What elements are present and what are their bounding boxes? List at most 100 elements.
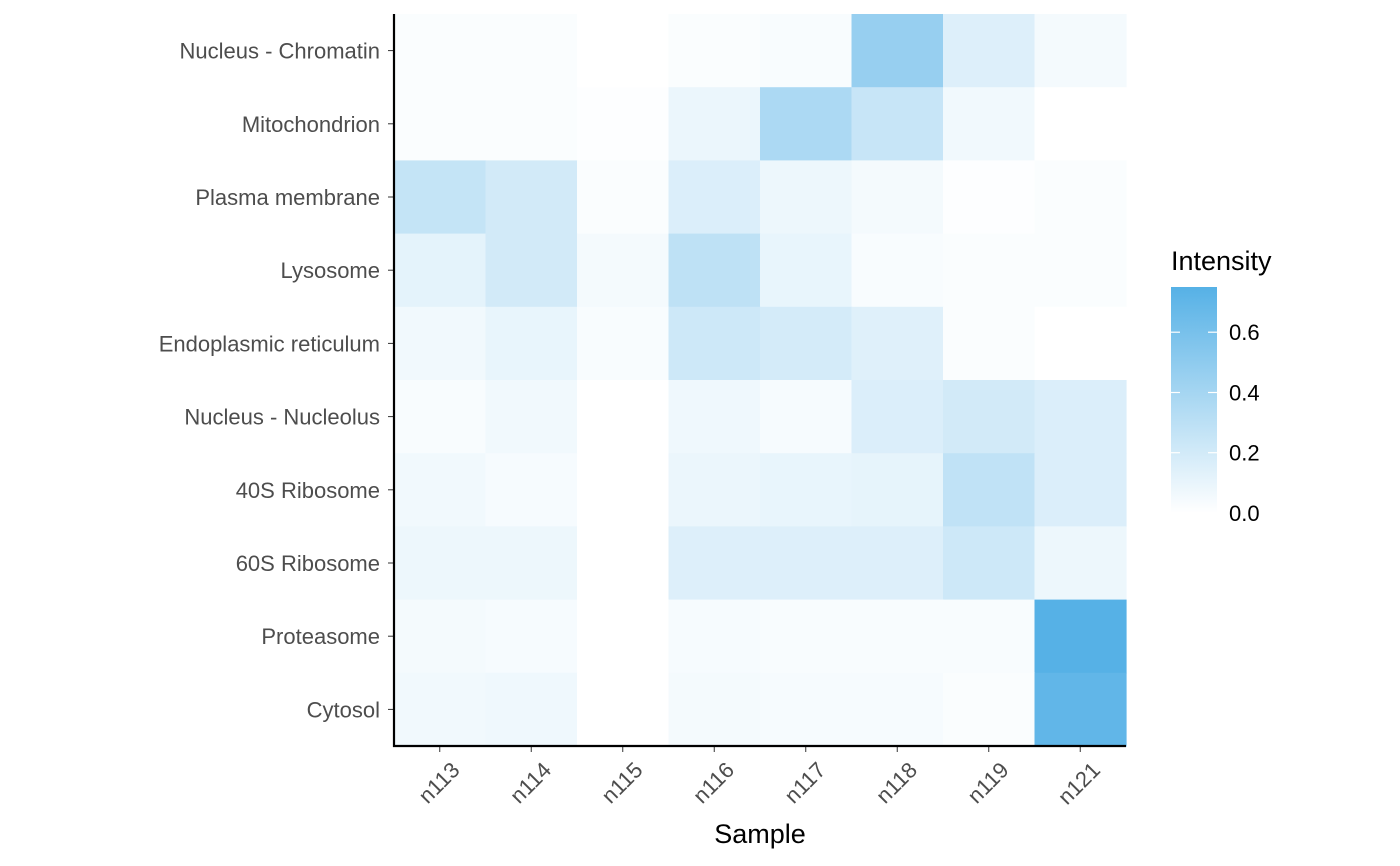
- y-tick-label: Nucleus - Nucleolus: [184, 405, 380, 430]
- heatmap-cell: [851, 599, 944, 674]
- y-tick-label: Mitochondrion: [242, 112, 380, 137]
- heatmap-cell: [943, 672, 1036, 747]
- heatmap-cell: [394, 233, 487, 308]
- heatmap-cell: [394, 526, 487, 601]
- heatmap-cell: [760, 599, 853, 674]
- y-tick-label: 60S Ribosome: [236, 551, 380, 576]
- heatmap-cell: [851, 306, 944, 381]
- heatmap-cell: [668, 87, 761, 161]
- heatmap-cell: [760, 453, 853, 527]
- color-legend: Intensity 0.0 0.2 0.4 0.6: [1171, 246, 1272, 526]
- heatmap-cell: [943, 87, 1036, 161]
- heatmap-cell: [1034, 453, 1127, 527]
- heatmap-cell: [1034, 87, 1127, 161]
- heatmap-cell: [485, 87, 578, 161]
- heatmap-cell: [760, 672, 853, 747]
- heatmap-cell: [668, 599, 761, 674]
- heatmap-cell: [943, 453, 1036, 527]
- heatmap-cell: [668, 453, 761, 527]
- x-tick-label: n116: [688, 757, 739, 808]
- heatmap-cell: [485, 14, 578, 88]
- heatmap-cell: [577, 160, 670, 235]
- heatmap-cell: [577, 233, 670, 308]
- heatmap-cell: [943, 306, 1036, 381]
- heatmap-cell: [485, 672, 578, 747]
- heatmap-cell: [394, 672, 487, 747]
- x-axis-tick-labels: n113 n114 n115 n116 n117 n118 n119 n121: [413, 746, 1105, 809]
- heatmap-cell: [394, 14, 487, 88]
- heatmap-cell: [577, 87, 670, 161]
- legend-tick-label: 0.2: [1229, 441, 1260, 466]
- heatmap-cell: [485, 160, 578, 235]
- heatmap-cell: [394, 599, 487, 674]
- y-tick-label: Nucleus - Chromatin: [179, 39, 380, 64]
- heatmap-cell: [485, 599, 578, 674]
- heatmap-cell: [760, 306, 853, 381]
- heatmap-cell: [1034, 14, 1127, 88]
- y-tick-label: Endoplasmic reticulum: [159, 331, 380, 356]
- heatmap-cell: [851, 160, 944, 235]
- y-tick-label: 40S Ribosome: [236, 478, 380, 503]
- heatmap-cell: [485, 380, 578, 454]
- y-tick-label: Cytosol: [307, 697, 380, 722]
- heatmap-cell: [851, 453, 944, 527]
- heatmap-cell: [394, 306, 487, 381]
- legend-title: Intensity: [1171, 246, 1272, 276]
- heatmap-cell: [577, 306, 670, 381]
- heatmap-cell: [394, 160, 487, 235]
- legend-tick-label: 0.4: [1229, 381, 1260, 406]
- x-tick-label: n115: [596, 757, 647, 808]
- heatmap-cell: [851, 87, 944, 161]
- heatmap-cell: [394, 380, 487, 454]
- heatmap-cell: [485, 453, 578, 527]
- heatmap-cell: [943, 380, 1036, 454]
- heatmap-cell: [851, 380, 944, 454]
- heatmap-cell: [394, 87, 487, 161]
- heatmap-cell: [760, 87, 853, 161]
- heatmap-cell: [1034, 672, 1127, 747]
- heatmap-cell: [1034, 599, 1127, 674]
- heatmap-cell: [1034, 306, 1127, 381]
- heatmap-cell: [760, 233, 853, 308]
- legend-tick-label: 0.6: [1229, 320, 1260, 345]
- heatmap-cell: [851, 233, 944, 308]
- heatmap-cell: [851, 14, 944, 88]
- heatmap-cell: [668, 672, 761, 747]
- legend-tick-label: 0.0: [1229, 501, 1260, 526]
- heatmap-cell: [760, 380, 853, 454]
- heatmap-cell: [577, 14, 670, 88]
- heatmap-cell: [577, 453, 670, 527]
- y-tick-label: Proteasome: [261, 624, 380, 649]
- heatmap-cell: [1034, 233, 1127, 308]
- heatmap-cell: [668, 14, 761, 88]
- x-tick-label: n119: [962, 757, 1013, 808]
- heatmap-cell: [668, 233, 761, 308]
- legend-colorbar: [1171, 287, 1217, 513]
- y-tick-label: Plasma membrane: [195, 185, 380, 210]
- y-axis-tick-labels: Nucleus - Chromatin Mitochondrion Plasma m…: [159, 39, 394, 722]
- heatmap-cell: [485, 233, 578, 308]
- heatmap-cell: [668, 160, 761, 235]
- heatmap-cell: [943, 14, 1036, 88]
- heatmap-cell: [577, 599, 670, 674]
- heatmap-cell: [577, 380, 670, 454]
- heatmap-cell: [1034, 380, 1127, 454]
- heatmap-cell: [668, 306, 761, 381]
- x-tick-label: n117: [779, 757, 830, 808]
- heatmap-cell: [577, 672, 670, 747]
- heatmap-cell: [577, 526, 670, 601]
- heatmap-cell: [760, 526, 853, 601]
- heatmap-cell: [943, 599, 1036, 674]
- heatmap-cell: [394, 453, 487, 527]
- heatmap-cell: [485, 306, 578, 381]
- heatmap-cell: [943, 526, 1036, 601]
- heatmap-cell: [943, 233, 1036, 308]
- heatmap-cell: [1034, 526, 1127, 601]
- x-tick-label: n114: [505, 757, 556, 808]
- heatmap-cell: [668, 380, 761, 454]
- heatmap-cell: [485, 526, 578, 601]
- heatmap-cells: [394, 14, 1127, 747]
- heatmap-cell: [760, 14, 853, 88]
- heatmap-cell: [668, 526, 761, 601]
